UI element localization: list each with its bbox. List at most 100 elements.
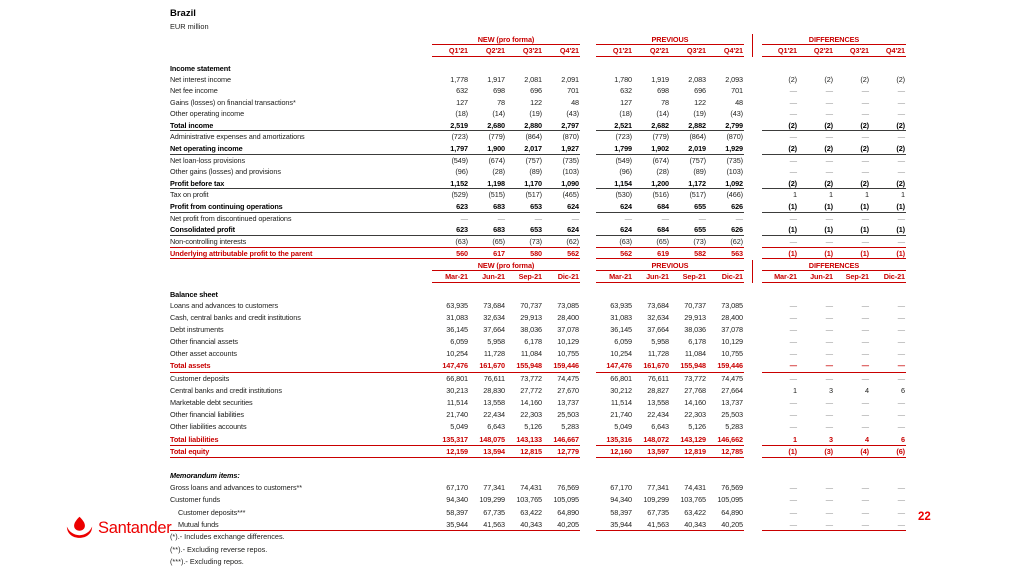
table-row: Central banks and credit institutions 30,… <box>170 385 906 397</box>
value-cell: — <box>825 495 833 505</box>
column-gap <box>744 373 762 385</box>
row-label: Marketable debt securities <box>170 398 253 407</box>
row-label: Cash, central banks and credit instituti… <box>170 312 301 322</box>
value-cell: — <box>789 155 797 165</box>
value-cell: 40,343 <box>506 519 543 531</box>
value-cell: (14) <box>492 109 505 119</box>
value-cell: 63,935 <box>610 300 632 310</box>
column-gap <box>580 108 596 120</box>
value-cell: 617 <box>469 247 506 259</box>
value-cell: (2) <box>798 143 834 155</box>
column-group: DIFFERENCES Q1'21 Q2'21 Q3'21 Q4'21 <box>762 34 906 57</box>
value-cell: (2) <box>798 178 834 190</box>
value-cell: (735) <box>726 155 743 165</box>
column-header: Sep-21 <box>518 272 542 281</box>
value-cell: — <box>789 132 797 142</box>
row-spacer <box>170 458 906 470</box>
value-cell: 1,929 <box>707 143 744 155</box>
value-cell: (466) <box>726 190 743 200</box>
table-header: NEW (pro forma) Q1'21 Q2'21 Q3'21 Q4'21 PREVI… <box>170 34 906 57</box>
value-cell: — <box>897 398 905 407</box>
value-cell: (2) <box>762 143 798 155</box>
column-gap <box>580 247 596 259</box>
value-cell: 159,446 <box>543 360 580 373</box>
table-row: Profit from continuing operations 623 683 6… <box>170 201 906 213</box>
table-row: Administrative expenses and amortization… <box>170 131 906 143</box>
value-cell: 10,129 <box>557 337 579 347</box>
value-cell: 105,095 <box>553 495 579 505</box>
value-cell: 73,684 <box>483 300 505 310</box>
value-cell: 2,093 <box>725 74 743 84</box>
row-label: Customer funds <box>170 495 221 505</box>
value-cell: — <box>825 213 833 223</box>
value-cell: 161,670 <box>469 360 506 373</box>
value-cell: 624 <box>543 201 580 213</box>
column-header: Jun-21 <box>646 272 669 281</box>
value-cell: (517) <box>689 190 706 200</box>
row-label: Other financial assets <box>170 337 238 347</box>
column-gap <box>580 494 596 506</box>
column-gap <box>744 494 762 506</box>
value-cell: — <box>789 495 797 505</box>
value-cell: 653 <box>506 224 543 236</box>
value-cell: — <box>834 360 870 373</box>
table-row: Net interest income 1,778 1,917 2,081 2,091 1… <box>170 74 906 86</box>
value-cell: (530) <box>615 190 632 200</box>
value-cell: — <box>897 483 905 493</box>
value-cell: 1 <box>793 190 797 200</box>
table-row: Debt instruments 36,145 37,664 38,036 37,078… <box>170 324 906 336</box>
value-cell <box>707 470 744 482</box>
value-cell: 4 <box>865 385 869 395</box>
value-cell: 74,431 <box>684 483 706 493</box>
row-label: Net operating income <box>170 143 432 155</box>
value-cell: (18) <box>619 109 632 119</box>
value-cell: — <box>825 109 833 119</box>
value-cell: — <box>460 213 468 223</box>
column-header: Mar-21 <box>609 272 632 281</box>
value-cell: 37,664 <box>647 324 669 334</box>
value-cell: 76,569 <box>557 483 579 493</box>
value-cell: 40,205 <box>707 519 744 531</box>
value-cell: (674) <box>652 155 669 165</box>
value-cell: (735) <box>562 155 579 165</box>
value-cell: 27,670 <box>557 385 579 395</box>
value-cell: (723) <box>451 132 468 142</box>
value-cell: (529) <box>451 190 468 200</box>
value-cell: 2,880 <box>506 120 543 132</box>
value-cell: — <box>825 410 833 420</box>
column-gap <box>580 189 596 201</box>
column-header: Jun-21 <box>810 272 833 281</box>
value-cell: — <box>762 519 798 531</box>
value-cell: 1,927 <box>543 143 580 155</box>
value-cell: 76,569 <box>721 483 743 493</box>
value-cell: (2) <box>798 120 834 132</box>
column-gap <box>580 201 596 213</box>
value-cell: — <box>825 398 833 407</box>
value-cell: 4 <box>834 434 870 446</box>
row-label: Administrative expenses and amortization… <box>170 132 305 142</box>
value-cell: — <box>861 324 869 334</box>
column-gap <box>744 201 762 213</box>
value-cell: — <box>825 507 833 517</box>
column-gap <box>744 143 762 155</box>
column-gap <box>580 397 596 409</box>
value-cell: 11,514 <box>446 398 468 407</box>
value-cell: (1) <box>834 201 870 213</box>
column-header-row: Q1'21 Q2'21 Q3'21 Q4'21 <box>432 45 580 57</box>
table-row: Total liabilities 135,317 148,075 143,133 14… <box>170 434 906 446</box>
value-cell: — <box>497 213 505 223</box>
balance-sheet-table: NEW (pro forma) Mar-21 Jun-21 Sep-21 Dic-21 P… <box>170 260 906 531</box>
value-cell: — <box>861 167 869 177</box>
value-cell: — <box>897 213 905 223</box>
value-cell: 13,737 <box>557 398 579 407</box>
table-row: Memorandum items: <box>170 470 906 482</box>
value-cell: 2,519 <box>432 120 469 132</box>
column-group: PREVIOUS Q1'21 Q2'21 Q3'21 Q4'21 <box>596 34 744 57</box>
value-cell: 655 <box>670 201 707 213</box>
value-cell: 122 <box>530 97 542 107</box>
value-cell: 103,765 <box>680 495 706 505</box>
column-gap <box>580 470 596 482</box>
value-cell: 6,643 <box>487 422 505 432</box>
value-cell: 701 <box>567 86 579 96</box>
value-cell: 1,797 <box>432 143 469 155</box>
